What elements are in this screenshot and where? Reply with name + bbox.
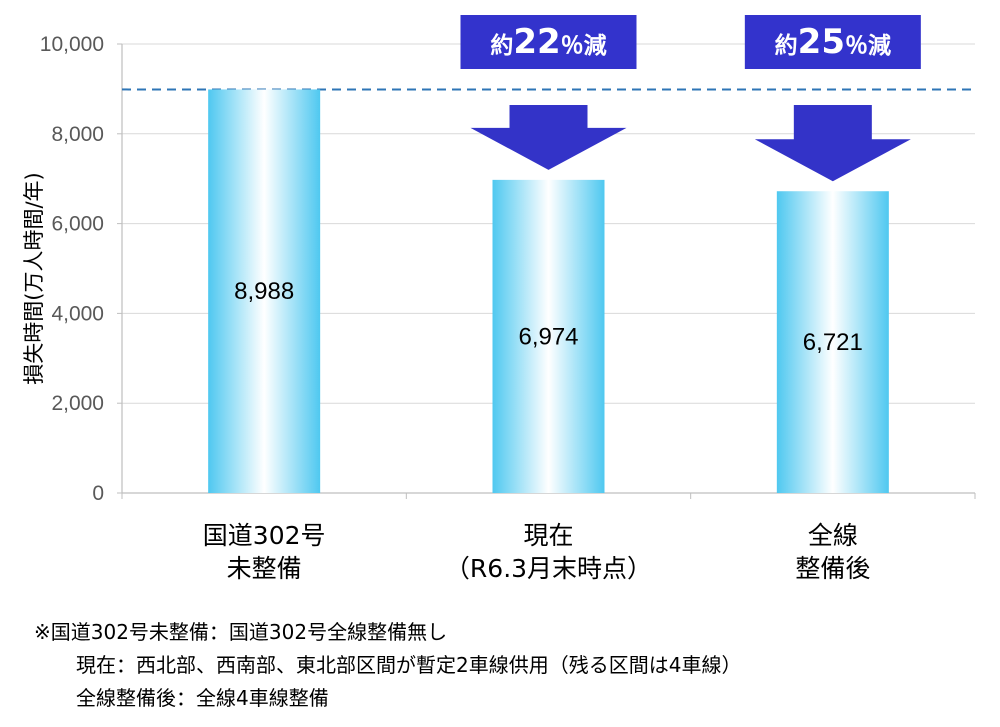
y-tick-label: 4,000 [51,302,104,325]
annotations: 約22％減 約25％減 [460,15,921,182]
category-label: 全線 [808,521,858,550]
bars [208,89,889,494]
y-tick-label: 2,000 [51,392,104,415]
y-tick-label: 10,000 [40,33,104,56]
note-line-1: ※国道302号未整備：国道302号全線整備無し [34,620,448,644]
reduction-label: 約25％減 [775,22,891,62]
note-line-2: 現在：西北部、西南部、東北部区間が暫定2車線供用（残る区間は4車線） [76,653,742,677]
reduction-badge [744,15,921,69]
category-label: 未整備 [227,554,302,583]
y-tick-label: 0 [92,482,104,505]
y-tick-label: 8,000 [51,123,104,146]
category-label: 国道302号 [203,521,326,550]
bar-value-label: 6,974 [518,323,578,350]
y-tick-label: 6,000 [51,213,104,236]
bar-value-label: 8,988 [234,278,294,305]
bar [492,179,605,493]
note-line-3: 全線整備後：全線4車線整備 [76,686,329,710]
down-arrow [470,105,627,170]
category-label: 現在 [523,521,573,550]
y-axis-title: 損失時間(万人時間/年) [22,172,46,384]
bar [208,89,321,494]
down-arrow [754,105,911,182]
bar [776,191,889,493]
reduction-label: 約22％減 [490,22,606,62]
bar-value-label: 6,721 [803,329,863,356]
category-label: 整備後 [795,554,870,583]
reduction-badge [460,15,637,69]
category-label: （R6.3月末時点） [445,554,652,583]
labels: 0 2,000 4,000 6,000 8,000 10,000 8,988 6,974 6,7… [22,33,870,583]
